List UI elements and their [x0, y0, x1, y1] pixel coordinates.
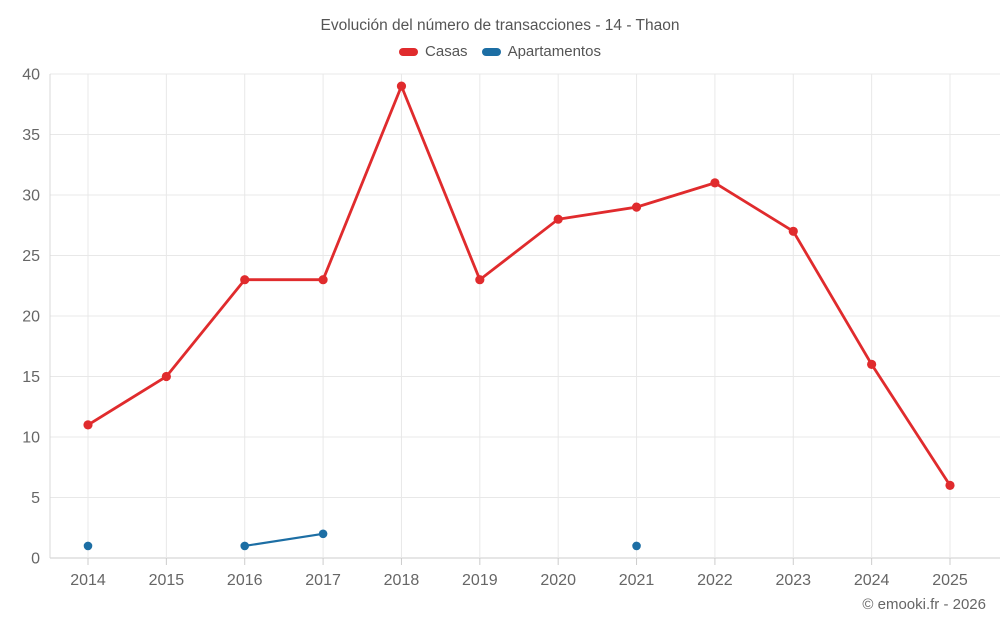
casas-point-2022[interactable]	[710, 178, 720, 188]
x-axis-label: 2024	[854, 572, 890, 589]
x-axis-label: 2014	[70, 572, 106, 589]
x-axis-label: 2025	[932, 572, 968, 589]
apartamentos-point-2014[interactable]	[83, 541, 93, 551]
x-axis-label: 2016	[227, 572, 263, 589]
apartamentos-point-2017[interactable]	[318, 529, 328, 539]
y-axis-label: 20	[22, 309, 40, 326]
x-axis-label: 2023	[775, 572, 811, 589]
y-axis-label: 40	[22, 67, 40, 84]
x-axis-label: 2017	[305, 572, 341, 589]
apartamentos-point-2021[interactable]	[632, 541, 641, 551]
casas-point-2016[interactable]	[240, 275, 250, 285]
apartamentos-legend-swatch-icon	[481, 47, 501, 56]
x-axis-label: 2015	[149, 572, 185, 589]
y-axis-label: 10	[22, 430, 40, 447]
casas-point-2014[interactable]	[83, 420, 93, 430]
y-axis-label: 0	[31, 551, 40, 568]
x-axis-label: 2018	[384, 572, 420, 589]
casas-point-2023[interactable]	[788, 226, 798, 236]
y-axis-label: 35	[22, 127, 40, 144]
casas-point-2021[interactable]	[631, 202, 642, 212]
x-axis-label: 2022	[697, 572, 733, 589]
x-axis-label: 2021	[619, 572, 655, 589]
chart-legend: Casas Apartamentos	[0, 43, 1000, 60]
casas-legend-swatch-icon	[399, 47, 419, 56]
legend-label-apartamentos: Apartamentos	[507, 43, 601, 60]
legend-label-casas: Casas	[425, 43, 468, 60]
casas-point-2017[interactable]	[318, 275, 328, 285]
legend-item-apartamentos[interactable]: Apartamentos	[481, 43, 601, 60]
y-axis-label: 30	[22, 188, 40, 205]
casas-point-2018[interactable]	[396, 81, 407, 91]
casas-point-2019[interactable]	[475, 275, 485, 285]
y-axis-label: 25	[22, 248, 40, 265]
apartamentos-line	[243, 532, 325, 548]
casas-point-2015[interactable]	[161, 371, 171, 382]
casas-point-2025[interactable]	[945, 480, 955, 490]
casas-point-2024[interactable]	[867, 359, 877, 369]
x-axis-label: 2020	[540, 572, 576, 589]
x-axis-label: 2019	[462, 572, 498, 589]
copyright-watermark: © emooki.fr - 2026	[862, 596, 986, 613]
casas-point-2020[interactable]	[553, 214, 563, 224]
chart-title: Evolución del número de transacciones - …	[320, 17, 680, 34]
casas-line	[86, 84, 952, 487]
y-axis-label: 15	[22, 369, 40, 386]
y-axis-label: 5	[31, 490, 40, 507]
apartamentos-point-2016[interactable]	[240, 541, 250, 551]
legend-item-casas[interactable]: Casas	[399, 43, 468, 60]
